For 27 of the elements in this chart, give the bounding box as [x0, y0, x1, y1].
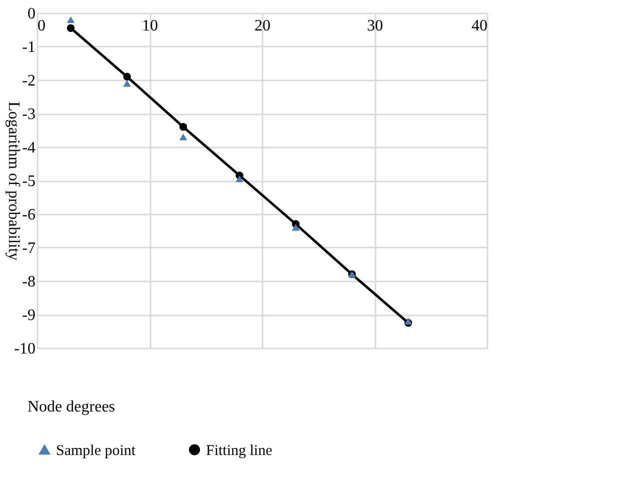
y-tick-label: -7 — [22, 240, 36, 257]
y-tick-label: -6 — [22, 206, 36, 224]
point — [123, 72, 131, 81]
y-tick-label: 0 — [28, 6, 36, 22]
y-tick-label: -9 — [22, 307, 36, 324]
legend-label: Fitting line — [206, 442, 273, 459]
point — [123, 80, 131, 87]
x-tick-label: 40 — [472, 18, 488, 34]
legend-label: Sample point — [56, 442, 136, 459]
point — [66, 24, 75, 32]
x-tick-label: 20 — [254, 18, 270, 34]
x-tick-label: 10 — [142, 18, 158, 34]
y-tick-label: -2 — [22, 72, 36, 90]
point — [66, 16, 75, 24]
y-tick-label: -1 — [22, 39, 36, 56]
point — [179, 134, 188, 140]
point — [292, 224, 300, 231]
point — [179, 123, 188, 131]
y-tick-label: -3 — [22, 106, 36, 123]
point — [236, 175, 244, 182]
x-tick-label: 30 — [367, 18, 383, 34]
y-tick-label: -10 — [14, 340, 36, 358]
y-tick-label: -4 — [22, 140, 36, 156]
y-tick-label: -5 — [22, 173, 36, 190]
x-axis-title: Node degrees — [28, 398, 116, 416]
y-axis-title: Logarithm of probability — [5, 101, 22, 261]
y-tick-label: -8 — [22, 274, 36, 290]
